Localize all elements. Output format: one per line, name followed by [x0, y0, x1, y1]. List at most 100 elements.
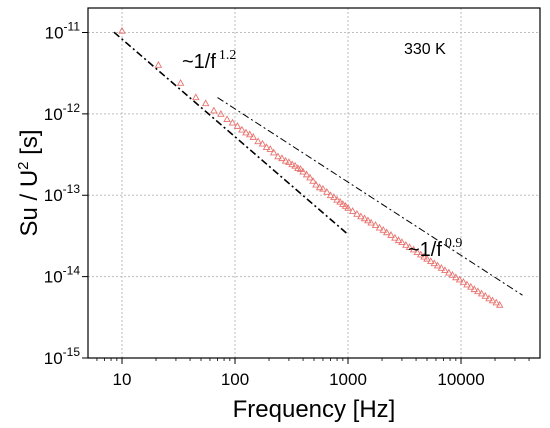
y-tick-label-base: 10: [44, 105, 63, 124]
data-point: [296, 165, 305, 172]
data-point: [371, 221, 380, 228]
y-axis-label-main: Su / U: [16, 170, 43, 237]
data-point: [348, 207, 357, 214]
data-point: [409, 245, 418, 253]
data-point: [245, 130, 254, 138]
data-point: [254, 137, 262, 145]
x-tick-label: 10000: [437, 370, 484, 389]
data-point: [344, 203, 352, 211]
data-point: [477, 289, 486, 297]
fit-label-1-base: ~1/f: [182, 51, 216, 73]
data-point: [266, 145, 275, 152]
data-point: [367, 218, 375, 226]
data-point: [452, 273, 460, 281]
data-point: [302, 170, 311, 178]
data-point: [249, 133, 258, 140]
data-point: [433, 261, 442, 269]
data-point: [485, 294, 493, 302]
x-axis-ticks: 10 100 1000 10000: [96, 358, 530, 389]
data-point: [176, 79, 185, 86]
y-axis-label-sup: 2: [15, 161, 32, 169]
data-point: [210, 106, 218, 114]
y-tick-label: 10-15: [44, 345, 81, 368]
data-point: [391, 233, 399, 241]
data-point: [233, 122, 242, 129]
data-point: [357, 212, 365, 220]
data-point: [326, 191, 335, 199]
data-point: [339, 200, 347, 207]
data-point: [333, 195, 341, 203]
data-point: [470, 285, 479, 293]
y-tick-label-exp: -13: [63, 182, 81, 196]
y-tick-label-exp: -12: [63, 101, 81, 115]
data-point: [291, 161, 299, 169]
fit-label-2-exp: 0.9: [445, 236, 463, 251]
data-point: [353, 209, 361, 217]
data-point: [312, 180, 320, 188]
data-point: [441, 266, 449, 274]
data-point: [420, 252, 428, 260]
data-point: [118, 26, 126, 34]
data-point: [309, 176, 317, 184]
y-tick-label-base: 10: [44, 268, 63, 287]
x-tick-label: 1000: [329, 370, 367, 389]
data-point: [455, 275, 464, 283]
data-point: [423, 254, 431, 262]
data-point: [375, 223, 384, 231]
y-tick-label-exp: -11: [64, 19, 81, 33]
data-point: [341, 201, 350, 209]
x-tick-label: 10: [113, 370, 132, 389]
data-point: [223, 115, 231, 123]
data-point: [315, 183, 324, 191]
data-point: [402, 241, 410, 248]
data-point: [278, 154, 286, 162]
data-point: [437, 263, 446, 271]
data-point: [481, 291, 490, 299]
fit-label-1-exp: 1.2: [219, 48, 237, 63]
data-point: [288, 160, 296, 168]
y-tick-label-exp: -15: [63, 345, 81, 359]
data-point: [238, 125, 246, 133]
data-point: [379, 225, 388, 233]
y-tick-label: 10-14: [44, 264, 81, 287]
fit-line-1: [113, 31, 349, 236]
data-point: [262, 143, 271, 150]
y-tick-label-exp: -14: [63, 264, 81, 278]
fit-label-1: ~1/f 1.2: [182, 48, 236, 73]
data-point: [242, 128, 250, 136]
data-point: [274, 152, 282, 160]
data-point: [281, 156, 290, 164]
data-point: [323, 187, 331, 195]
data-point: [364, 216, 372, 224]
data-point: [330, 193, 338, 200]
data-point: [387, 231, 395, 238]
y-axis-label-tail: [s]: [16, 129, 43, 161]
data-point: [154, 60, 163, 68]
data-point: [430, 259, 439, 267]
data-point: [427, 257, 435, 264]
y-tick-label-base: 10: [44, 186, 63, 205]
data-point: [201, 99, 210, 107]
data-point: [258, 139, 267, 147]
data-point: [488, 296, 497, 304]
x-axis-label: Frequency [Hz]: [233, 396, 396, 423]
data-point: [492, 298, 501, 306]
data-point: [459, 278, 468, 285]
data-point: [474, 287, 482, 295]
data-point: [319, 184, 327, 192]
data-point: [394, 236, 403, 244]
data-point: [336, 197, 344, 205]
x-tick-label: 100: [221, 370, 249, 389]
fit-line-2: [217, 97, 523, 296]
y-tick-label: 10-11: [45, 19, 81, 42]
y-tick-label-base: 10: [44, 349, 63, 368]
data-point: [306, 173, 314, 181]
data-point: [448, 270, 457, 278]
data-points: [118, 26, 504, 308]
data-point: [299, 167, 307, 175]
y-axis-label: Su / U2 [s]: [15, 129, 43, 236]
data-point: [382, 228, 391, 236]
data-point: [217, 109, 225, 117]
temperature-label: 330 K: [404, 41, 446, 58]
